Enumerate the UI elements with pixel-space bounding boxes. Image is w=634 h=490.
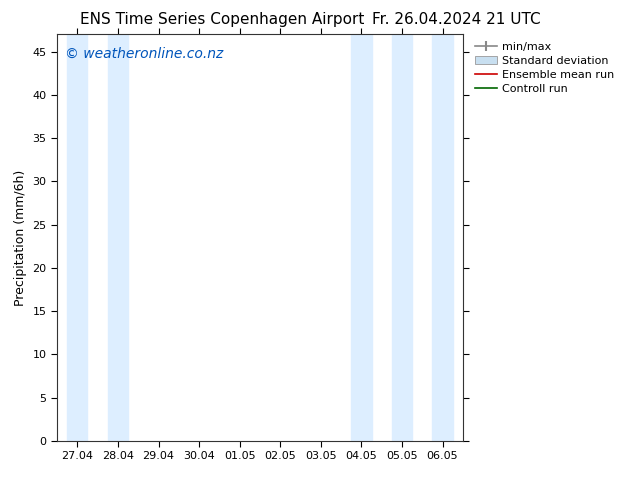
Text: © weatheronline.co.nz: © weatheronline.co.nz <box>65 47 223 60</box>
Y-axis label: Precipitation (mm/6h): Precipitation (mm/6h) <box>14 170 27 306</box>
Text: ENS Time Series Copenhagen Airport: ENS Time Series Copenhagen Airport <box>80 12 364 27</box>
Bar <box>351 34 372 441</box>
Bar <box>67 34 87 441</box>
Legend: min/max, Standard deviation, Ensemble mean run, Controll run: min/max, Standard deviation, Ensemble me… <box>472 40 617 96</box>
Text: Fr. 26.04.2024 21 UTC: Fr. 26.04.2024 21 UTC <box>372 12 541 27</box>
Bar <box>392 34 412 441</box>
Bar <box>432 34 453 441</box>
Bar <box>108 34 128 441</box>
